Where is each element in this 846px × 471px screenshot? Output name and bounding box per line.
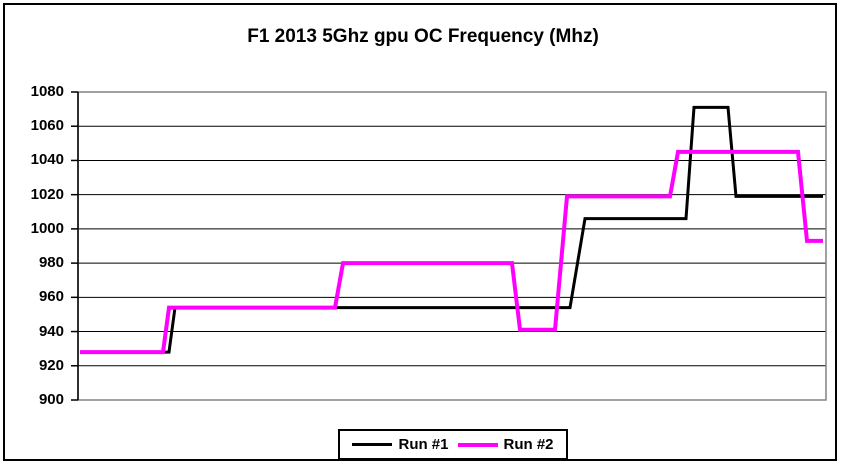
legend-label-run-1: Run #1 [398, 436, 449, 453]
y-axis-label-940: 940 [38, 322, 64, 340]
y-axis-label-980: 980 [38, 254, 64, 272]
gridlines [78, 125, 826, 367]
y-axis-label-900: 900 [38, 391, 64, 408]
legend-line-swatch-run-2 [457, 442, 498, 447]
series-line-run-1 [80, 105, 823, 354]
y-axis-label-920: 920 [38, 356, 64, 374]
chart-title: F1 2013 5Ghz gpu OC Frequency (Mhz) [247, 26, 599, 47]
y-axis-label-1020: 1020 [30, 185, 64, 203]
series-line-run-2 [80, 149, 823, 355]
y-axis-ticks [71, 91, 78, 401]
plot-area [71, 91, 827, 401]
y-axis-label-1040: 1040 [30, 151, 64, 169]
legend: Run #1 Run #2 [338, 429, 568, 460]
y-axis-label-960: 960 [38, 288, 64, 306]
y-axis-label-1080: 1080 [30, 83, 64, 100]
y-axis-label-1060: 1060 [30, 117, 64, 135]
chart-outer-border [3, 3, 837, 461]
legend-item-run-1: Run #1 [352, 436, 449, 453]
y-axis-label-1000: 1000 [30, 219, 64, 237]
legend-line-swatch-run-1 [352, 443, 393, 446]
legend-item-run-2: Run #2 [457, 436, 554, 453]
plot-frame [77, 91, 827, 401]
legend-label-run-2: Run #2 [503, 436, 554, 453]
series-lines [80, 105, 823, 355]
